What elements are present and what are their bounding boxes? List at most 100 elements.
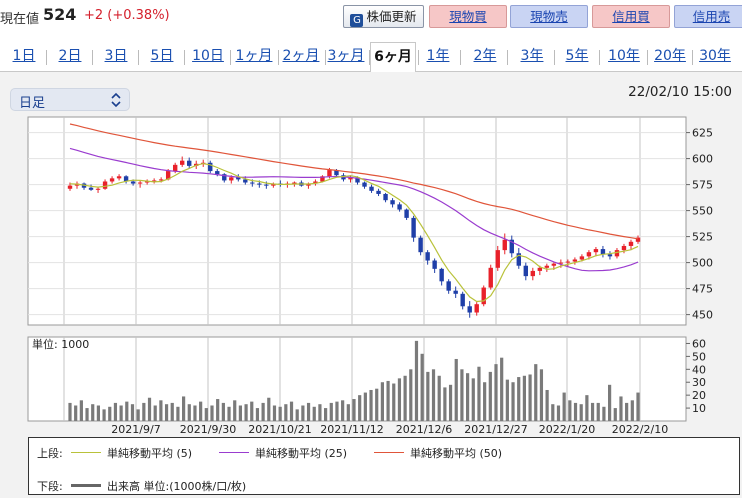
volume-bar [551,404,555,421]
volume-bar [176,406,180,421]
tab-period-12[interactable]: 5年 [565,48,589,64]
volume-bar [596,402,600,421]
price-change: +2 (+0.38%) [84,8,170,23]
candle-body [397,204,402,210]
volume-bar [244,404,248,421]
tab-period-1[interactable]: 2日 [58,48,82,64]
volume-bar [448,384,453,421]
legend-ma25-swatch [219,452,249,453]
volume-bar [204,408,208,421]
volume-bar [324,408,328,421]
volume-y-tick-label: 60 [692,337,706,350]
volume-bar [466,373,470,421]
volume-bar [289,401,294,421]
updown-chevron-icon [111,92,121,108]
tab-separator [507,50,508,65]
candle-body [123,176,129,182]
refresh-price-button[interactable]: G 株価更新 [343,5,424,28]
volume-bar [136,409,140,421]
candle-body [327,170,332,177]
candle-body [411,217,416,238]
volume-bar [585,395,589,421]
candle-body [425,252,430,261]
candle-body [551,263,557,266]
candle-body [544,265,550,268]
tab-period-15[interactable]: 30年 [699,48,731,64]
volume-bar [568,400,572,421]
chart-interval-select[interactable]: 日足 [10,88,130,111]
chart-legend: 上段: 単純移動平均 (5) 単純移動平均 (25) 単純移動平均 (50) 下… [28,437,740,495]
volume-bar [556,405,561,421]
volume-bar [91,404,95,421]
candle-body [509,239,514,254]
volume-bar [630,400,634,421]
volume-bar [306,402,311,421]
volume-bar [443,387,447,421]
candle-body [404,209,409,218]
margin-buy-button[interactable]: 信用買 [592,5,670,28]
tab-period-3[interactable]: 5日 [150,48,174,64]
volume-unit-label: 単位: 1000 [32,337,89,351]
candle-body [600,249,606,255]
tab-period-7[interactable]: 3ヶ月 [327,48,365,64]
tab-period-5[interactable]: 1ヶ月 [235,48,273,64]
price-y-tick-label: 525 [692,231,713,244]
candle-body [320,176,325,182]
cash-buy-button[interactable]: 現物買 [429,5,507,28]
candle-body [628,241,634,246]
volume-bar [346,404,350,421]
volume-bar [511,382,515,421]
tab-period-0[interactable]: 1日 [12,48,36,64]
candle-body [215,171,220,175]
tab-period-14[interactable]: 20年 [654,48,686,64]
volume-bar [335,401,339,421]
volume-bar [414,340,419,421]
x-tick-label: 2021/10/21 [248,423,311,436]
candle-body [187,160,192,166]
volume-bar [392,383,396,421]
tab-period-8[interactable]: 6ヶ月 [370,42,416,73]
candle-body [530,270,536,277]
candle-body [292,182,297,184]
candle-body [88,187,94,190]
tab-separator [369,50,370,65]
tab-period-6[interactable]: 2ヶ月 [282,48,320,64]
legend-ma5: 単純移動平均 (5) [107,447,193,460]
candle-body [586,252,592,257]
volume-y-tick-label: 40 [692,363,706,376]
ma5-line [69,162,639,303]
tab-period-9[interactable]: 1年 [426,48,450,64]
volume-bar [199,401,203,421]
candle-body [474,304,479,313]
current-price-label: 現在値 [0,12,40,27]
tab-period-2[interactable]: 3日 [104,48,128,64]
price-y-tick-label: 550 [692,205,713,218]
volume-bar [613,408,617,421]
tab-period-4[interactable]: 10日 [192,48,224,64]
volume-bar [590,402,595,421]
volume-bar [471,378,475,421]
volume-bar [301,405,305,421]
cash-sell-button[interactable]: 現物売 [510,5,588,28]
candle-body [144,181,150,183]
candle-body [151,180,157,182]
x-tick-label: 2021/9/30 [180,423,236,436]
volume-bar [147,397,152,421]
candle-body [614,250,620,257]
candle-body [67,185,73,189]
volume-bar [170,402,174,421]
candle-body [635,237,641,242]
candle-body [453,290,458,294]
x-tick-label: 2021/11/12 [320,423,383,436]
tab-separator [554,50,555,65]
tab-period-13[interactable]: 10年 [608,48,640,64]
volume-bar [193,405,197,421]
volume-bar [380,382,384,421]
tab-period-11[interactable]: 3年 [520,48,544,64]
ma50-line [69,123,639,240]
margin-sell-button[interactable]: 信用売 [674,5,742,28]
tab-period-10[interactable]: 2年 [473,48,497,64]
volume-bar [250,401,254,421]
volume-bar [278,406,282,421]
